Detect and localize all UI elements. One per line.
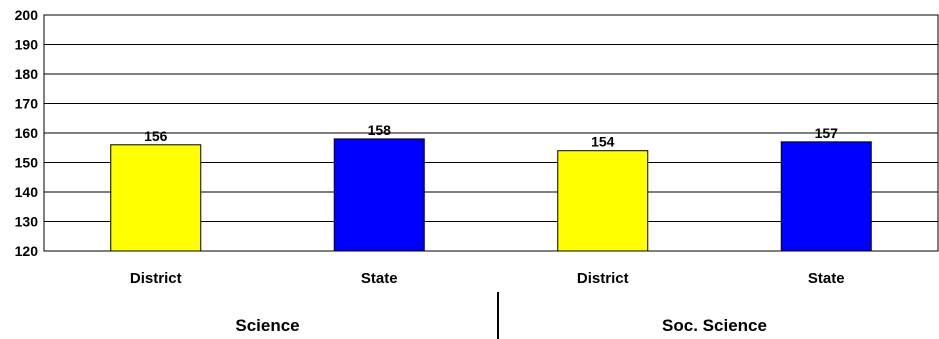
y-tick-label: 170 bbox=[15, 96, 39, 112]
data-label: 158 bbox=[368, 122, 392, 138]
category-labels: District State District State bbox=[130, 270, 845, 287]
y-tick-label: 120 bbox=[15, 243, 39, 259]
category-label: State bbox=[808, 270, 845, 287]
group-label: Science bbox=[235, 316, 299, 335]
y-tick-label: 150 bbox=[15, 155, 39, 171]
bars bbox=[110, 138, 872, 252]
bar-soc-science-state bbox=[780, 141, 872, 252]
data-label: 157 bbox=[815, 125, 839, 141]
bar-science-district bbox=[110, 144, 202, 252]
data-label: 154 bbox=[591, 134, 615, 150]
category-label: District bbox=[130, 270, 182, 287]
bar-science-state bbox=[333, 138, 425, 252]
plot-frame bbox=[43, 14, 939, 252]
y-tick-label: 140 bbox=[15, 184, 39, 200]
y-tick-label: 180 bbox=[15, 66, 39, 82]
group-label: Soc. Science bbox=[662, 316, 767, 335]
y-tick-label: 160 bbox=[15, 125, 39, 141]
category-label: District bbox=[577, 270, 629, 287]
category-label: State bbox=[361, 270, 398, 287]
y-tick-label: 200 bbox=[15, 7, 39, 23]
data-labels: 156 158 154 157 bbox=[144, 122, 838, 150]
data-label: 156 bbox=[144, 128, 168, 144]
group-labels: Science Soc. Science bbox=[235, 316, 767, 335]
y-axis-ticks: 120 130 140 150 160 170 180 190 200 bbox=[15, 7, 39, 259]
y-tick-label: 130 bbox=[15, 214, 39, 230]
y-tick-label: 190 bbox=[15, 37, 39, 53]
bar-soc-science-district bbox=[557, 150, 649, 252]
